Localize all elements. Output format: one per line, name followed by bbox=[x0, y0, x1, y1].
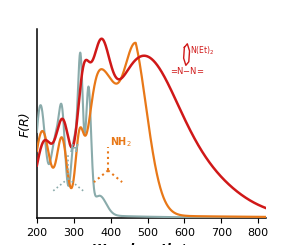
Text: H: H bbox=[70, 144, 79, 154]
Text: NH$_2$: NH$_2$ bbox=[109, 135, 131, 149]
Y-axis label: F(R): F(R) bbox=[18, 111, 31, 136]
Text: N(Et)$_2$: N(Et)$_2$ bbox=[190, 45, 214, 57]
Text: $\mathsf{=\!\!N{-}N\!=}$: $\mathsf{=\!\!N{-}N\!=}$ bbox=[169, 65, 204, 76]
X-axis label: Wavelength / nm: Wavelength / nm bbox=[92, 243, 211, 245]
